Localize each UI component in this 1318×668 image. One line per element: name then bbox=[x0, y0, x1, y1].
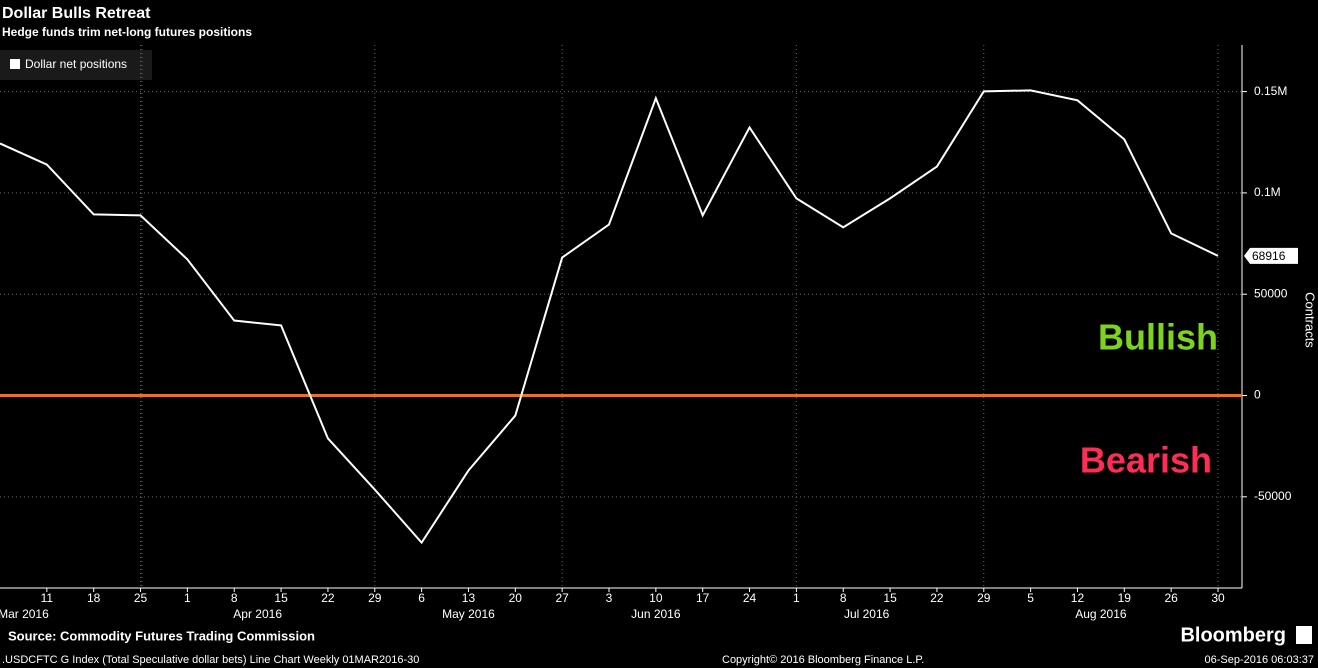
x-tick-label: 1 bbox=[184, 591, 191, 605]
x-tick-label: 10 bbox=[649, 591, 663, 605]
value-label: 68916 bbox=[1252, 249, 1286, 263]
x-tick-label: 19 bbox=[1118, 591, 1132, 605]
chart-subtitle: Hedge funds trim net-long futures positi… bbox=[2, 25, 252, 39]
x-tick-label: 27 bbox=[555, 591, 569, 605]
date: 06-Sep-2016 06:03:37 bbox=[1205, 654, 1314, 666]
brand: Bloomberg bbox=[1180, 624, 1286, 646]
x-tick-label: 12 bbox=[1071, 591, 1085, 605]
value-label-box bbox=[1244, 247, 1298, 264]
source: Source: Commodity Futures Trading Commis… bbox=[8, 628, 315, 643]
x-tick-label: 1 bbox=[793, 591, 800, 605]
x-tick-label: 3 bbox=[606, 591, 613, 605]
chart-title: Dollar Bulls Retreat bbox=[2, 5, 151, 22]
x-tick-label: 8 bbox=[840, 591, 847, 605]
month-label: Jun 2016 bbox=[631, 607, 681, 621]
x-tick-label: 20 bbox=[509, 591, 523, 605]
month-label: Mar 2016 bbox=[0, 607, 49, 621]
x-tick-label: 29 bbox=[368, 591, 382, 605]
x-tick-label: 26 bbox=[1164, 591, 1178, 605]
x-tick-label: 11 bbox=[41, 591, 54, 605]
x-tick-label: 22 bbox=[930, 591, 944, 605]
x-tick-label: 29 bbox=[977, 591, 991, 605]
line bbox=[0, 89, 1219, 545]
y-tick-label: 0.15M bbox=[1254, 84, 1287, 98]
y-tick-label: 50000 bbox=[1254, 286, 1288, 300]
x-tick-label: 8 bbox=[231, 591, 238, 605]
y-tick-label: 0.1M bbox=[1254, 185, 1281, 199]
legend-swatch bbox=[10, 59, 20, 69]
copyright: Copyright© 2016 Bloomberg Finance L.P. bbox=[722, 654, 924, 666]
x-tick-label: 22 bbox=[321, 591, 335, 605]
x-tick-label: 24 bbox=[743, 591, 757, 605]
y-axis-label: Contracts bbox=[1303, 292, 1318, 348]
x-tick-label: 18 bbox=[87, 591, 101, 605]
x-tick-label: 25 bbox=[134, 591, 148, 605]
x-tick-label: 17 bbox=[696, 591, 710, 605]
x-tick-label: 13 bbox=[462, 591, 476, 605]
footnote: .USDCFTC G Index (Total Speculative doll… bbox=[2, 654, 419, 666]
brand-icon bbox=[1296, 626, 1312, 644]
x-tick-label: 15 bbox=[883, 591, 897, 605]
y-tick-label: -50000 bbox=[1254, 489, 1292, 503]
y-tick-label: 0 bbox=[1254, 388, 1261, 402]
x-tick-label: 5 bbox=[1027, 591, 1034, 605]
legend-box bbox=[0, 50, 152, 80]
annotation: Bearish bbox=[1080, 440, 1212, 481]
month-label: Jul 2016 bbox=[844, 607, 890, 621]
month-label: May 2016 bbox=[442, 607, 495, 621]
month-label: Aug 2016 bbox=[1075, 607, 1127, 621]
annotation: Bullish bbox=[1098, 317, 1218, 358]
legend-label: Dollar net positions bbox=[25, 57, 127, 71]
x-tick-label: 15 bbox=[274, 591, 288, 605]
x-tick-label: 30 bbox=[1211, 591, 1225, 605]
x-tick-label: 6 bbox=[418, 591, 425, 605]
month-label: Apr 2016 bbox=[233, 607, 282, 621]
